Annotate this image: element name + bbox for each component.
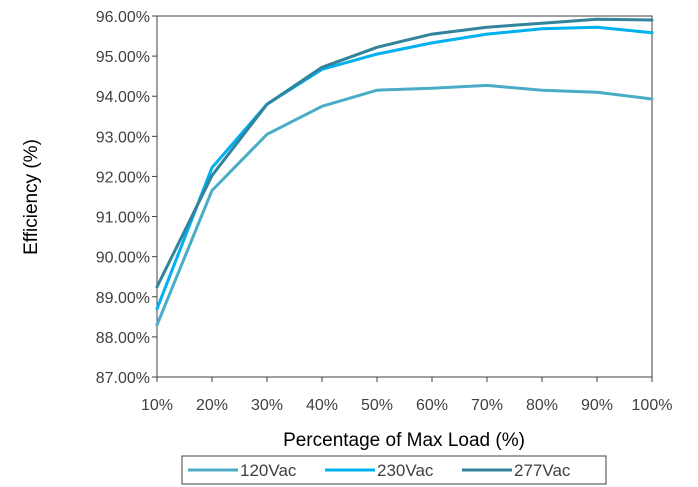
x-tick-label: 40% — [306, 397, 338, 414]
x-tick-label: 100% — [632, 397, 673, 414]
y-tick-label: 94.00% — [96, 89, 150, 106]
x-axis-title: Percentage of Max Load (%) — [283, 430, 525, 451]
y-tick-label: 92.00% — [96, 169, 150, 186]
series-line-230Vac — [155, 25, 654, 311]
x-tick-label: 80% — [526, 397, 558, 414]
x-tick-label: 90% — [581, 397, 613, 414]
y-tick-label: 90.00% — [96, 250, 150, 267]
series-line-277Vac — [155, 17, 654, 289]
y-tick-label: 93.00% — [96, 129, 150, 146]
y-axis-title: Efficiency (%) — [21, 139, 42, 255]
x-tick-label: 30% — [251, 397, 283, 414]
y-tick-label: 95.00% — [96, 49, 150, 66]
y-tick-label: 96.00% — [96, 9, 150, 26]
legend-label-120Vac: 120Vac — [240, 461, 297, 480]
legend-label-277Vac: 277Vac — [514, 461, 571, 480]
y-tick-label: 87.00% — [96, 370, 150, 387]
series-line-120Vac — [155, 83, 654, 327]
x-tick-label: 70% — [471, 397, 503, 414]
x-axis-ticks: 10% 20% 30% 40% 50% 60% 70% 80% 90% 100% — [141, 377, 672, 414]
y-tick-label: 89.00% — [96, 290, 150, 307]
legend: 120Vac 230Vac 277Vac — [181, 455, 607, 485]
x-tick-label: 10% — [141, 397, 173, 414]
x-tick-label: 60% — [416, 397, 448, 414]
x-tick-label: 50% — [361, 397, 393, 414]
y-axis-ticks: 87.00% 88.00% 89.00% 90.00% 91.00% 92.00% 93.0… — [96, 9, 157, 387]
legend-box — [181, 455, 607, 485]
series-lines — [155, 17, 654, 327]
y-tick-label: 88.00% — [96, 330, 150, 347]
x-tick-label: 20% — [196, 397, 228, 414]
legend-label-230Vac: 230Vac — [377, 461, 434, 480]
y-tick-label: 91.00% — [96, 210, 150, 227]
plot-area — [156, 15, 653, 378]
